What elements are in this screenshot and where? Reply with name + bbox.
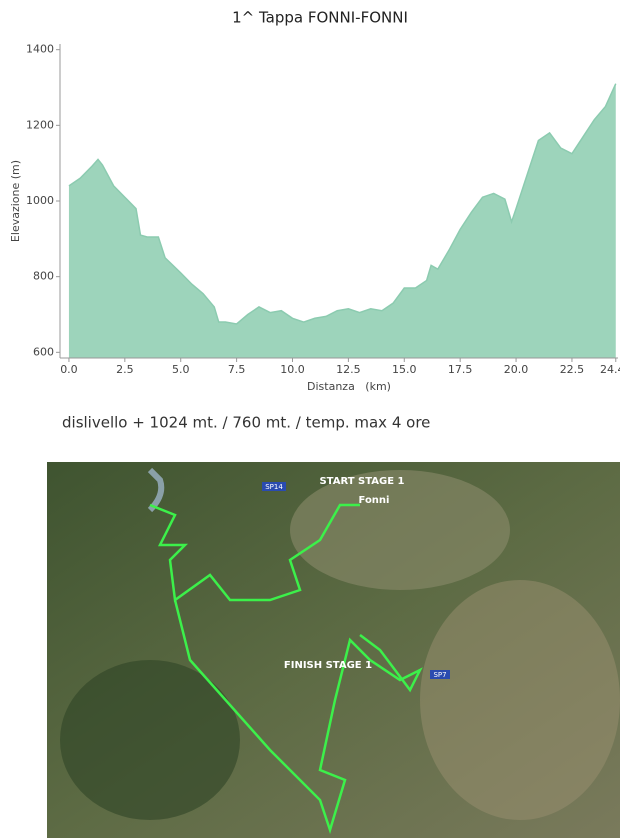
note: dislivello + 1024 mt. / 760 mt. / temp. …	[62, 414, 430, 432]
y-tick-label: 1000	[26, 194, 54, 207]
map-label: FINISH STAGE 1	[284, 660, 372, 671]
x-tick-label: 5.0	[172, 363, 190, 376]
area-fill	[68, 83, 616, 358]
x-tick-label: 24.46	[600, 363, 620, 376]
x-tick-label: 17.5	[448, 363, 473, 376]
y-tick-label: 800	[33, 270, 54, 283]
map-label: Fonni	[359, 495, 390, 506]
x-axis-label: Distanza (km)	[307, 380, 391, 393]
x-tick-label: 22.5	[560, 363, 585, 376]
chart-title: 1^ Tappa FONNI-FONNI	[232, 9, 408, 27]
x-tick-label: 10.0	[280, 363, 305, 376]
x-tick-label: 15.0	[392, 363, 417, 376]
x-tick-label: 0.0	[60, 363, 78, 376]
road-label: SP14	[265, 483, 283, 491]
map-label: START STAGE 1	[319, 476, 404, 487]
x-tick-label: 12.5	[336, 363, 361, 376]
y-axis-label: Elevazione (m)	[9, 160, 22, 242]
road-label: SP7	[433, 671, 446, 679]
y-tick-label: 1400	[26, 43, 54, 56]
x-tick-label: 20.0	[504, 363, 529, 376]
area-line	[68, 83, 617, 325]
y-tick-label: 600	[33, 345, 54, 358]
x-tick-label: 7.5	[228, 363, 246, 376]
x-tick-label: 2.5	[116, 363, 134, 376]
y-tick-label: 1200	[26, 118, 54, 131]
map: SP14 SP7 START STAGE 1 Fonni FINISH STAG…	[47, 462, 620, 838]
